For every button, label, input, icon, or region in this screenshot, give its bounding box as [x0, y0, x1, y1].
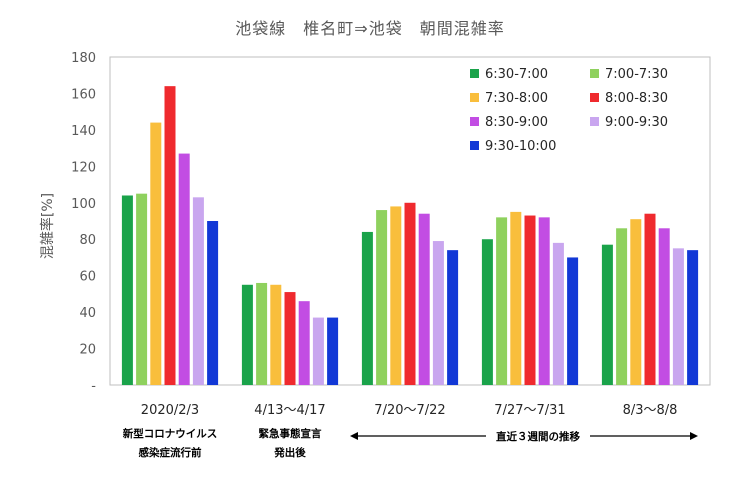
bar: [404, 202, 416, 385]
legend-label: 8:30-9:00: [485, 115, 548, 130]
bar: [256, 282, 268, 385]
bar: [672, 248, 684, 385]
legend-swatch: [470, 93, 479, 102]
chart-title: 池袋線 椎名町⇒池袋 朝間混雑率: [235, 19, 504, 38]
bar: [630, 219, 642, 385]
legend-label: 9:00-9:30: [605, 115, 668, 130]
y-tick-label: 100: [71, 197, 96, 212]
bar: [432, 241, 444, 385]
bar: [644, 213, 656, 385]
y-tick-label: 160: [71, 87, 96, 102]
bar: [601, 244, 613, 385]
y-tick-label: 80: [79, 233, 96, 248]
x-axis-labels: 2020/2/3 4/13～4/17 7/20～7/22 7/27～7/31 8/3～8…: [141, 403, 678, 418]
legend-swatch: [590, 117, 599, 126]
bar: [298, 301, 310, 385]
bar: [192, 197, 204, 385]
bar: [207, 221, 219, 385]
range-annotation-label: 直近３週間の推移: [496, 430, 580, 443]
legend-swatch: [590, 69, 599, 78]
x-tick-label: 7/27～7/31: [494, 403, 565, 418]
y-tick-label: -: [91, 379, 96, 394]
bar: [496, 217, 508, 385]
bar: [481, 239, 493, 385]
range-arrowhead-right: [690, 432, 698, 440]
bar: [164, 86, 176, 386]
x-tick-label: 4/13～4/17: [254, 403, 325, 418]
legend-swatch: [590, 93, 599, 102]
bar: [136, 193, 148, 385]
y-tick-label: 140: [71, 124, 96, 139]
legend-swatch: [470, 141, 479, 150]
range-annotation: 直近３週間の推移: [350, 430, 698, 443]
category-note: 新型コロナウイルス: [123, 427, 218, 440]
category-note: 緊急事態宣言: [259, 427, 322, 440]
bar: [121, 195, 133, 385]
bar: [376, 210, 388, 385]
bars-group: [121, 86, 699, 386]
category-note: 発出後: [273, 446, 306, 459]
x-tick-label: 7/20～7/22: [374, 403, 445, 418]
bar: [284, 292, 296, 385]
y-tick-label: 60: [79, 270, 96, 285]
y-tick-label: 20: [79, 343, 96, 358]
legend-label: 7:00-7:30: [605, 67, 668, 82]
y-tick-label: 40: [79, 306, 96, 321]
bar: [150, 122, 162, 385]
x-tick-label: 2020/2/3: [141, 403, 199, 418]
bar: [567, 257, 579, 385]
range-arrowhead-left: [350, 432, 358, 440]
legend-swatch: [470, 69, 479, 78]
category-note: 感染症流行前: [139, 446, 202, 459]
bar: [327, 317, 339, 385]
bar: [616, 228, 628, 385]
y-tick-label: 180: [71, 51, 96, 66]
bar: [418, 213, 430, 385]
y-tick-label: 120: [71, 160, 96, 175]
legend-label: 9:30-10:00: [485, 139, 556, 154]
bar: [241, 284, 253, 385]
y-axis-ticks: - 20 40 60 80 100 120 140 160 180: [71, 51, 96, 394]
legend-label: 8:00-8:30: [605, 91, 668, 106]
bar: [687, 250, 699, 385]
bar: [312, 317, 324, 385]
bar: [178, 153, 190, 385]
legend-swatch: [470, 117, 479, 126]
bar: [270, 284, 282, 385]
bar: [552, 242, 564, 385]
legend: 6:30-7:00 7:00-7:30 7:30-8:00 8:00-8:30 8:30…: [470, 67, 668, 154]
bar: [658, 228, 670, 385]
y-axis-label: 混雑率[%]: [39, 193, 56, 259]
legend-label: 7:30-8:00: [485, 91, 548, 106]
bar: [361, 231, 373, 385]
bar: [510, 211, 522, 385]
x-tick-label: 8/3～8/8: [623, 403, 678, 418]
bar: [447, 250, 459, 385]
legend-label: 6:30-7:00: [485, 67, 548, 82]
bar: [390, 206, 402, 385]
bar: [524, 215, 536, 385]
bar: [538, 217, 550, 385]
